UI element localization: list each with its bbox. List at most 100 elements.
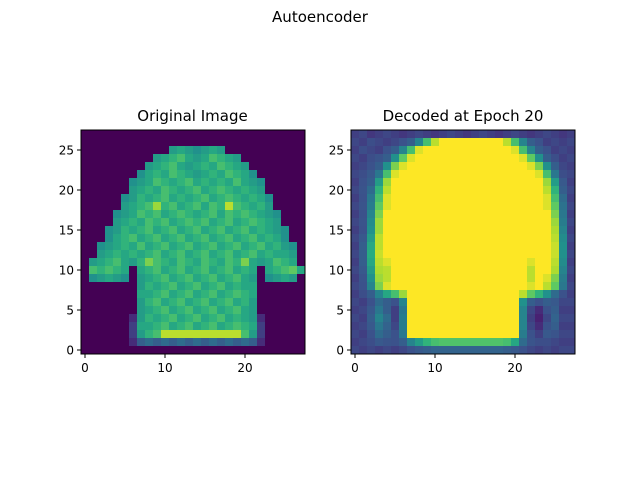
heatmap-cell [367, 130, 376, 139]
heatmap-cell [289, 130, 298, 139]
heatmap-cell [479, 266, 488, 275]
heatmap-cell [367, 186, 376, 195]
heatmap-cell [383, 290, 392, 299]
heatmap-cell [169, 322, 178, 331]
heatmap-cell [471, 154, 480, 163]
heatmap-cell [217, 202, 226, 211]
heatmap-cell [297, 330, 306, 339]
heatmap-cell [399, 162, 408, 171]
heatmap-cell [153, 338, 162, 347]
heatmap-cell [201, 186, 210, 195]
heatmap-cell [535, 338, 544, 347]
heatmap-cell [527, 298, 536, 307]
heatmap-cell [201, 306, 210, 315]
heatmap-cell [281, 170, 290, 179]
heatmap-cell [145, 346, 154, 355]
heatmap-cell [407, 314, 416, 323]
heatmap-cell [297, 138, 306, 147]
heatmap-cell [535, 314, 544, 323]
heatmap-cell [527, 162, 536, 171]
heatmap-cell [113, 338, 122, 347]
heatmap-cell [479, 258, 488, 267]
heatmap-cell [145, 330, 154, 339]
heatmap-cell [225, 282, 234, 291]
heatmap-cell [193, 290, 202, 299]
heatmap-cell [447, 210, 456, 219]
heatmap-cell [439, 154, 448, 163]
heatmap-cell [297, 306, 306, 315]
heatmap-cell [375, 242, 384, 251]
heatmap-cell [113, 298, 122, 307]
heatmap-cell [233, 210, 242, 219]
heatmap-cell [145, 138, 154, 147]
heatmap-cell [359, 282, 368, 291]
heatmap-cell [137, 330, 146, 339]
heatmap-cell [559, 290, 568, 299]
heatmap-cell [137, 218, 146, 227]
heatmap-cell [567, 218, 576, 227]
heatmap-cell [201, 218, 210, 227]
heatmap-cell [193, 242, 202, 251]
heatmap-cell [383, 258, 392, 267]
heatmap-cell [423, 210, 432, 219]
heatmap-cell [551, 154, 560, 163]
heatmap-cell [129, 314, 138, 323]
heatmap-cell [463, 314, 472, 323]
heatmap-cell [249, 274, 258, 283]
heatmap-cell [423, 226, 432, 235]
heatmap-cell [209, 218, 218, 227]
heatmap-cell [511, 226, 520, 235]
heatmap-cell [423, 178, 432, 187]
heatmap-cell [281, 282, 290, 291]
heatmap-cell [455, 266, 464, 275]
heatmap-cell [399, 234, 408, 243]
heatmap-cell [265, 346, 274, 355]
heatmap-cell [351, 178, 360, 187]
heatmap-cell [233, 226, 242, 235]
heatmap-cell [535, 162, 544, 171]
heatmap-cell [153, 290, 162, 299]
heatmap-cell [89, 202, 98, 211]
heatmap-cell [463, 202, 472, 211]
heatmap-cell [81, 274, 90, 283]
heatmap-cell [535, 210, 544, 219]
heatmap-cell [439, 226, 448, 235]
heatmap-cell [225, 194, 234, 203]
heatmap-cell [407, 274, 416, 283]
heatmap-cell [423, 138, 432, 147]
heatmap-cell [503, 154, 512, 163]
heatmap-cell [129, 274, 138, 283]
heatmap-cell [225, 314, 234, 323]
heatmap-cell [519, 138, 528, 147]
heatmap-cell [89, 178, 98, 187]
heatmap-cell [383, 314, 392, 323]
heatmap-cell [535, 266, 544, 275]
heatmap-cell [359, 186, 368, 195]
heatmap-cell [503, 162, 512, 171]
heatmap-cell [519, 242, 528, 251]
heatmap-cell [383, 138, 392, 147]
heatmap-cell [89, 322, 98, 331]
heatmap-cell [439, 202, 448, 211]
heatmap-cell [209, 170, 218, 179]
heatmap-cell [265, 314, 274, 323]
heatmap-cell [225, 162, 234, 171]
heatmap-cell [383, 218, 392, 227]
heatmap-cell [89, 330, 98, 339]
heatmap-cell [375, 162, 384, 171]
heatmap-cell [439, 282, 448, 291]
heatmap-cell [407, 242, 416, 251]
heatmap-cell [415, 250, 424, 259]
heatmap-cell [527, 266, 536, 275]
heatmap-cell [81, 266, 90, 275]
heatmap-cell [447, 234, 456, 243]
heatmap-cell [567, 346, 576, 355]
heatmap-cell [463, 146, 472, 155]
heatmap-cell [447, 186, 456, 195]
heatmap-cell [375, 178, 384, 187]
heatmap-cell [193, 154, 202, 163]
heatmap-cell [415, 218, 424, 227]
heatmap-cell [241, 274, 250, 283]
heatmap-cell [415, 266, 424, 275]
heatmap-cell [161, 170, 170, 179]
